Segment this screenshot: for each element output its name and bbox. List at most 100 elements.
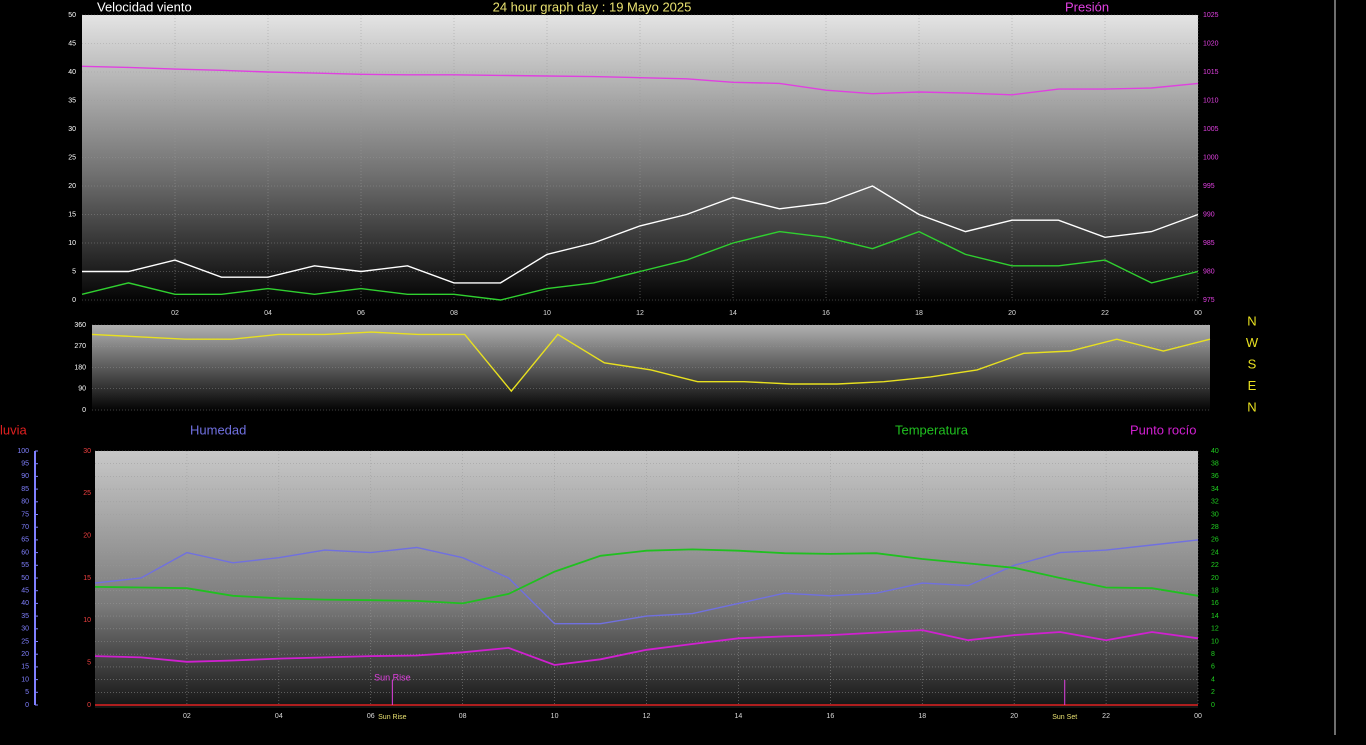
y-tick-label: 0 — [87, 702, 91, 709]
y2-tick-label: 985 — [1203, 240, 1215, 247]
y-tick-label: 15 — [83, 575, 91, 582]
y3-tick-label: 45 — [21, 588, 29, 595]
x-tick-label: 06 — [367, 713, 375, 720]
y2-tick-label: 18 — [1211, 588, 1219, 595]
y2-axis-label: Presión — [1065, 0, 1109, 14]
y3-tick-label: 55 — [21, 562, 29, 569]
y3-tick-label: 15 — [21, 664, 29, 671]
y2-tick-label: 36 — [1211, 473, 1219, 480]
y3-tick-label: 60 — [21, 549, 29, 556]
y2-tick-label: 32 — [1211, 499, 1219, 506]
x-tick-label: 16 — [822, 310, 830, 317]
y-tick-label: 0 — [72, 297, 76, 304]
y3-tick-label: 75 — [21, 511, 29, 518]
y-tick-label: 30 — [68, 126, 76, 133]
legend-entry: Temperatura — [895, 422, 969, 437]
y-tick-label: 15 — [68, 211, 76, 218]
y2-tick-label: 2 — [1211, 689, 1215, 696]
y3-tick-label: 90 — [21, 473, 29, 480]
y2-tick-label: 22 — [1211, 562, 1219, 569]
annotation-label: Sun Rise — [378, 714, 407, 721]
y-tick-label: 25 — [83, 490, 91, 497]
legend-entry: Punto rocío — [1130, 422, 1197, 437]
x-tick-label: 02 — [171, 310, 179, 317]
series-line — [81, 230, 1199, 301]
y2-tick-label: 975 — [1203, 297, 1215, 304]
x-tick-label: 10 — [543, 310, 551, 317]
x-tick-label: 20 — [1010, 713, 1018, 720]
annotation-label: Sun Set — [1052, 714, 1077, 721]
chart-subtitle: 24 hour graph day : 19 Mayo 2025 — [493, 0, 692, 14]
y2-tick-label: W — [1246, 335, 1259, 350]
y3-tick-label: 5 — [25, 689, 29, 696]
annotation-title: Sun Rise — [374, 672, 411, 682]
x-tick-label: 12 — [636, 310, 644, 317]
x-tick-label: 22 — [1101, 310, 1109, 317]
y-tick-label: 40 — [68, 69, 76, 76]
x-tick-label: 10 — [551, 713, 559, 720]
y-tick-label: 50 — [68, 12, 76, 19]
x-tick-label: 04 — [275, 713, 283, 720]
y3-tick-label: 85 — [21, 486, 29, 493]
y2-tick-label: 24 — [1211, 549, 1219, 556]
x-tick-label: 22 — [1102, 713, 1110, 720]
y-tick-label: 20 — [68, 183, 76, 190]
y-tick-label: 270 — [74, 343, 86, 350]
y2-tick-label: 8 — [1211, 651, 1215, 658]
y2-tick-label: 40 — [1211, 448, 1219, 455]
x-tick-label: 12 — [643, 713, 651, 720]
x-tick-label: 02 — [183, 713, 191, 720]
y-tick-label: 35 — [68, 97, 76, 104]
plot-background — [95, 451, 1198, 708]
y-tick-label: 30 — [83, 448, 91, 455]
y3-tick-label: 0 — [25, 702, 29, 709]
y2-tick-label: 28 — [1211, 524, 1219, 531]
y2-tick-label: 12 — [1211, 626, 1219, 633]
y-tick-label: 0 — [82, 407, 86, 414]
y3-tick-label: 80 — [21, 499, 29, 506]
y2-tick-label: 26 — [1211, 537, 1219, 544]
y3-tick-label: 25 — [21, 638, 29, 645]
y2-tick-label: 1020 — [1203, 40, 1219, 47]
y2-tick-label: 980 — [1203, 268, 1215, 275]
x-tick-label: 14 — [735, 713, 743, 720]
series-line — [94, 539, 1199, 625]
y2-tick-label: 20 — [1211, 575, 1219, 582]
y-tick-label: 10 — [83, 617, 91, 624]
y-tick-label: 20 — [83, 533, 91, 540]
chart-title: Velocidad viento — [97, 0, 192, 14]
y3-tick-label: 70 — [21, 524, 29, 531]
y2-tick-label: 38 — [1211, 461, 1219, 468]
series-line — [91, 331, 1211, 393]
y2-tick-label: 0 — [1211, 702, 1215, 709]
y2-tick-label: 6 — [1211, 664, 1215, 671]
y3-tick-label: 30 — [21, 626, 29, 633]
x-tick-label: 00 — [1194, 713, 1202, 720]
y2-tick-label: 995 — [1203, 183, 1215, 190]
y2-tick-label: N — [1247, 399, 1256, 414]
y2-tick-label: S — [1248, 356, 1257, 371]
x-tick-label: 20 — [1008, 310, 1016, 317]
x-tick-label: 00 — [1194, 310, 1202, 317]
y3-tick-label: 35 — [21, 613, 29, 620]
y-tick-label: 180 — [74, 364, 86, 371]
y3-tick-label: 10 — [21, 676, 29, 683]
y3-tick-label: 50 — [21, 575, 29, 582]
y3-tick-label: 40 — [21, 600, 29, 607]
y2-tick-label: 1000 — [1203, 154, 1219, 161]
y2-tick-label: 16 — [1211, 600, 1219, 607]
series-line — [94, 629, 1199, 666]
y2-tick-label: 1015 — [1203, 69, 1219, 76]
y2-tick-label: 990 — [1203, 211, 1215, 218]
y-tick-label: 10 — [68, 240, 76, 247]
y2-tick-label: E — [1248, 378, 1257, 393]
x-tick-label: 04 — [264, 310, 272, 317]
y2-tick-label: 34 — [1211, 486, 1219, 493]
y2-tick-label: 10 — [1211, 638, 1219, 645]
y-tick-label: 45 — [68, 40, 76, 47]
legend-entry: luvia — [0, 422, 28, 437]
x-tick-label: 18 — [915, 310, 923, 317]
y-tick-label: 360 — [74, 322, 86, 329]
y-tick-label: 5 — [87, 660, 91, 667]
y-tick-label: 5 — [72, 268, 76, 275]
